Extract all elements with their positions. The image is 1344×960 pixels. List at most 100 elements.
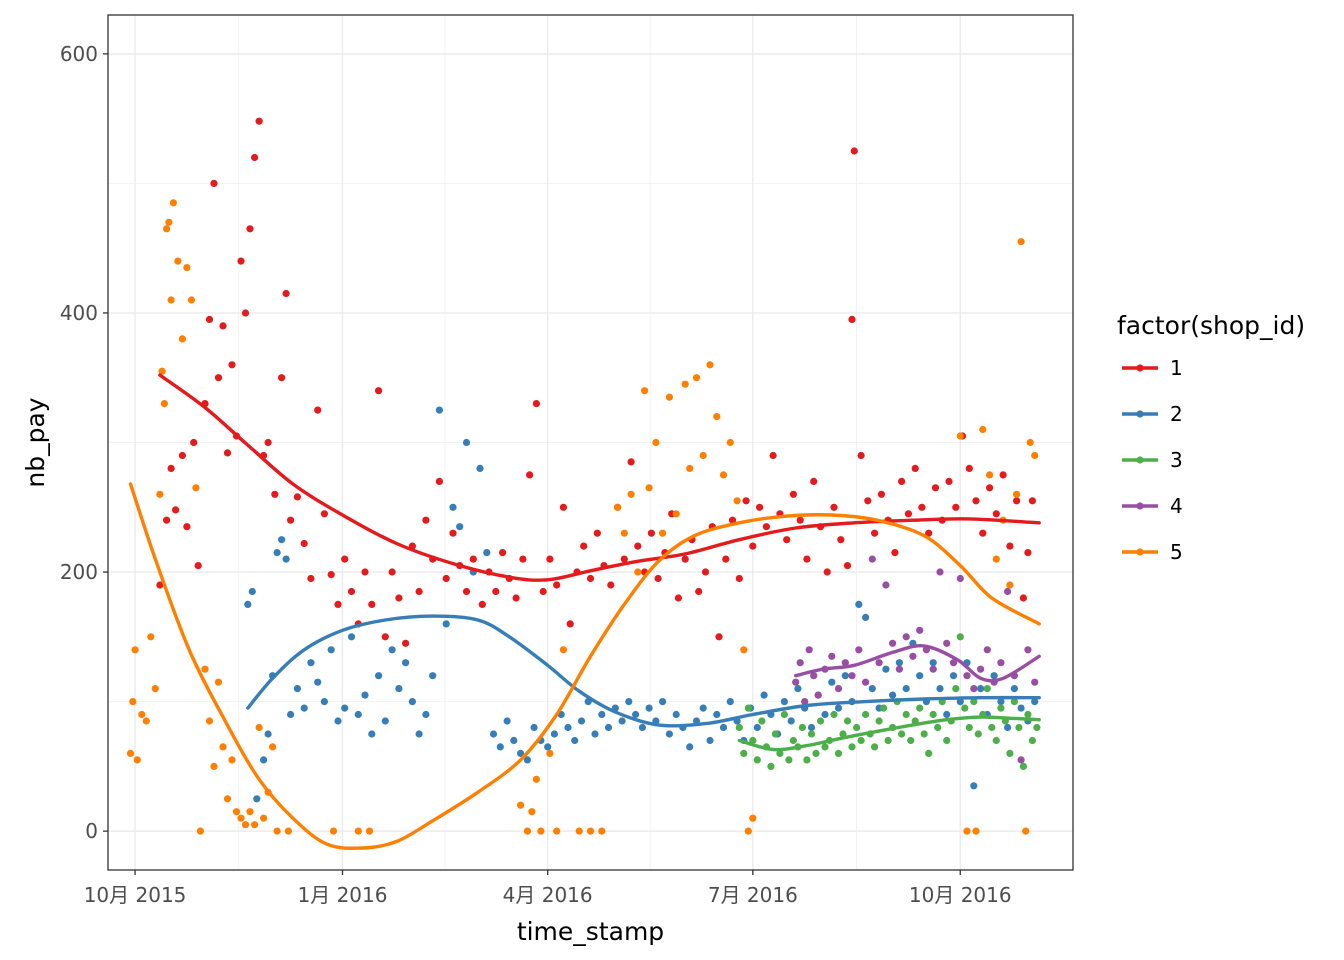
data-point-shop-2 [706, 736, 714, 745]
data-point-shop-2 [753, 723, 761, 732]
data-point-shop-2 [388, 646, 396, 654]
data-point-shop-1 [214, 374, 223, 382]
legend-key-point [1136, 456, 1144, 464]
data-point-shop-3 [997, 704, 1005, 712]
data-point-shop-1 [287, 516, 295, 524]
data-point-shop-1 [178, 451, 186, 460]
data-point-shop-2 [841, 672, 849, 680]
data-point-shop-1 [381, 633, 389, 641]
data-point-shop-2 [618, 717, 626, 725]
data-point-shop-3 [834, 749, 843, 758]
data-point-shop-3 [821, 743, 829, 751]
data-point-shop-4 [848, 672, 856, 680]
data-point-shop-1 [449, 529, 457, 537]
data-point-shop-5 [228, 756, 236, 764]
x-tick-label: 1月 2016 [297, 883, 387, 907]
data-point-shop-1 [462, 587, 471, 596]
data-point-shop-1 [857, 451, 865, 460]
data-point-shop-1 [1028, 497, 1036, 505]
data-point-shop-5 [634, 568, 642, 576]
data-point-shop-1 [395, 594, 403, 602]
data-point-shop-2 [780, 698, 789, 706]
data-point-shop-3 [1006, 749, 1014, 758]
data-point-shop-2 [916, 672, 924, 680]
data-point-shop-2 [523, 756, 532, 764]
data-point-shop-4 [1024, 646, 1032, 654]
data-point-shop-3 [776, 749, 784, 758]
data-point-shop-5 [979, 425, 987, 434]
data-point-shop-1 [422, 516, 430, 524]
data-point-shop-5 [284, 827, 292, 835]
data-point-shop-3 [907, 736, 915, 745]
data-point-shop-3 [929, 710, 937, 719]
data-point-shop-2 [949, 672, 958, 680]
data-point-shop-5 [963, 827, 971, 835]
legend-title: factor(shop_id) [1117, 311, 1305, 340]
data-point-shop-5 [598, 827, 606, 835]
data-point-shop-2 [456, 523, 464, 531]
data-point-shop-1 [402, 639, 410, 647]
data-point-shop-4 [882, 581, 890, 589]
data-point-shop-4 [1017, 756, 1025, 764]
data-point-shop-1 [553, 581, 561, 589]
data-point-shop-5 [1026, 438, 1034, 447]
data-point-shop-2 [1031, 698, 1039, 706]
data-point-shop-1 [749, 542, 757, 550]
data-point-shop-2 [821, 710, 829, 719]
data-point-shop-5 [167, 296, 175, 304]
data-point-shop-5 [169, 199, 177, 207]
data-point-shop-3 [798, 723, 807, 732]
data-point-shop-4 [963, 672, 971, 680]
data-point-shop-1 [194, 562, 202, 570]
data-point-shop-2 [794, 685, 802, 693]
data-point-shop-2 [314, 678, 322, 686]
data-point-shop-2 [929, 659, 937, 667]
data-point-shop-4 [889, 639, 897, 647]
data-point-shop-5 [156, 490, 164, 498]
smooth-line-shop-2 [246, 614, 1041, 728]
y-tick-label: 0 [85, 819, 98, 843]
data-point-shop-1 [566, 620, 574, 628]
data-point-shop-1 [674, 594, 683, 602]
data-point-shop-5 [192, 484, 200, 492]
smooth-line-shop-4 [794, 643, 1041, 683]
data-point-shop-1 [634, 542, 642, 550]
data-point-shop-5 [255, 723, 263, 732]
data-point-shop-2 [699, 704, 707, 712]
data-point-shop-2 [307, 659, 315, 667]
data-point-shop-5 [183, 264, 191, 272]
data-point-shop-3 [970, 698, 978, 706]
data-point-shop-2 [395, 685, 403, 693]
data-point-shop-5 [645, 484, 653, 492]
data-point-shop-2 [503, 717, 511, 725]
data-point-shop-3 [785, 756, 793, 764]
data-point-shop-3 [789, 736, 798, 745]
data-point-shop-1 [1006, 542, 1014, 550]
data-point-shop-2 [278, 536, 286, 544]
data-point-shop-2 [517, 749, 525, 758]
data-point-shop-4 [814, 691, 822, 699]
y-tick-label: 400 [60, 301, 98, 325]
data-point-shop-4 [862, 678, 870, 686]
legend-key-point [1136, 410, 1144, 418]
data-point-shop-2 [496, 743, 504, 751]
data-point-shop-5 [659, 529, 667, 537]
data-point-shop-5 [160, 400, 168, 408]
data-point-shop-5 [740, 646, 748, 654]
data-point-shop-1 [891, 549, 899, 557]
data-point-shop-5 [575, 827, 583, 835]
data-point-shop-1 [742, 497, 750, 505]
data-point-shop-2 [902, 685, 910, 693]
data-point-shop-1 [918, 503, 926, 511]
data-point-shop-3 [1033, 723, 1041, 732]
data-point-shop-4 [909, 652, 917, 660]
data-point-shop-1 [735, 574, 743, 583]
data-point-shop-1 [898, 477, 906, 485]
data-points [126, 117, 1041, 835]
y-axis-title: nb_pay [21, 397, 50, 487]
y-tick-label: 600 [60, 42, 98, 66]
data-point-shop-4 [936, 568, 944, 576]
data-point-shop-2 [260, 756, 268, 764]
data-point-shop-2 [686, 743, 694, 751]
